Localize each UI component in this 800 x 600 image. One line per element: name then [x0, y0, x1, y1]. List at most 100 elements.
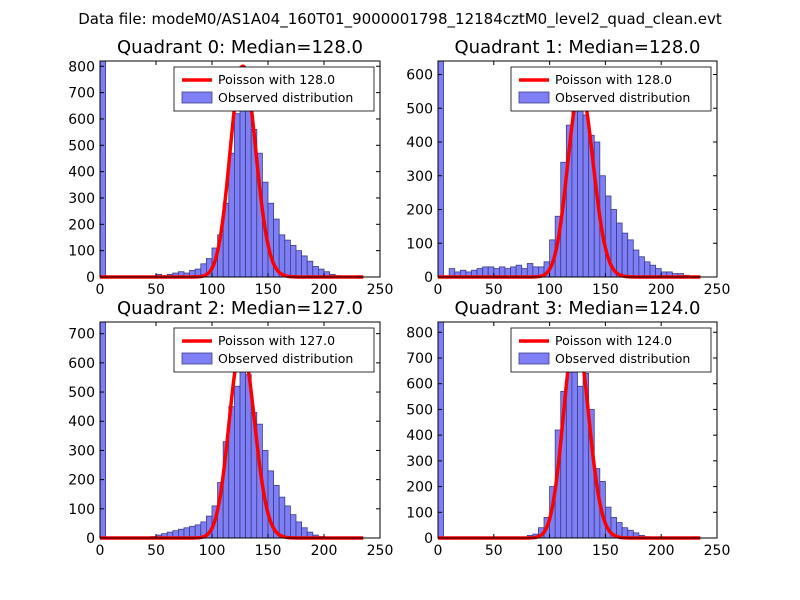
axes-frame	[437, 60, 718, 278]
x-tick-label: 200	[311, 282, 338, 298]
histogram-bar	[278, 234, 286, 278]
y-tick-label: 500	[406, 402, 433, 418]
histogram-bar	[577, 385, 584, 539]
x-tick-label: 50	[485, 543, 503, 559]
legend-label: Poisson with 124.0	[555, 333, 672, 348]
histogram-bar	[437, 321, 444, 539]
axes-frame	[99, 60, 381, 278]
y-tick-label: 600	[406, 377, 433, 393]
y-tick-label: 700	[68, 327, 95, 343]
histogram-bar	[233, 113, 241, 278]
histogram-bar	[627, 239, 634, 278]
x-tick-label: 150	[255, 543, 282, 559]
y-tick-label: 600	[68, 356, 95, 372]
y-tick-label: 600	[68, 112, 95, 128]
y-tick-label: 600	[406, 68, 433, 84]
histogram-bar	[233, 385, 241, 539]
y-tick-label: 100	[68, 244, 95, 260]
y-tick-label: 300	[68, 443, 95, 459]
histogram-bar	[284, 239, 291, 278]
x-tick-label: 100	[536, 282, 563, 298]
y-tick-label: 300	[68, 191, 95, 207]
x-tick-label: 150	[592, 282, 619, 298]
legend-label: Observed distribution	[555, 90, 690, 105]
y-tick-label: 0	[86, 270, 95, 286]
x-tick-label: 250	[367, 543, 394, 559]
y-tick-label: 800	[406, 325, 433, 341]
legend-bar-swatch	[518, 352, 550, 365]
histogram-bar	[295, 521, 302, 539]
histogram-bar	[306, 260, 314, 278]
y-tick-label: 400	[406, 428, 433, 444]
y-tick-label: 200	[68, 217, 95, 233]
y-tick-label: 200	[68, 473, 95, 489]
legend-box	[510, 66, 712, 112]
x-tick-label: 50	[485, 282, 503, 298]
y-tick-label: 300	[406, 169, 433, 185]
y-tick-label: 500	[68, 385, 95, 401]
histogram-bar	[515, 264, 523, 278]
histogram-bar	[99, 321, 106, 539]
plot-panel-2: 0 50 100 150 200 250 0 100 200 300 400 500 600 700 Qua…	[68, 298, 393, 559]
histogram-bar	[577, 87, 584, 278]
x-tick-label: 0	[434, 282, 443, 298]
histogram-bar	[295, 250, 302, 278]
x-tick-label: 200	[648, 282, 675, 298]
legend-bar-swatch	[181, 91, 213, 104]
histogram-bar	[621, 232, 629, 278]
histogram-bar	[649, 264, 657, 278]
x-tick-label: 100	[199, 282, 226, 298]
y-tick-label: 300	[406, 454, 433, 470]
y-tick-label: 400	[68, 414, 95, 430]
x-tick-label: 250	[367, 282, 394, 298]
legend-label: Observed distribution	[555, 351, 690, 366]
plot-panel-1: 0 50 100 150 200 250 0 100 200 300 400 500 600 Quadra…	[406, 37, 730, 298]
x-tick-label: 0	[96, 282, 105, 298]
y-tick-label: 100	[406, 236, 433, 252]
x-tick-label: 0	[434, 543, 443, 559]
histogram-bar	[289, 514, 297, 539]
legend-box	[173, 327, 375, 373]
histogram-bar	[571, 349, 578, 539]
legend-box	[173, 66, 375, 112]
histogram-bar	[526, 263, 534, 278]
histogram-bar	[582, 114, 590, 278]
y-tick-label: 500	[406, 101, 433, 117]
histogram-bar	[632, 249, 640, 278]
histogram-bar	[239, 344, 246, 539]
histogram-bar	[278, 496, 286, 539]
histogram-bar	[99, 60, 106, 278]
y-tick-label: 0	[86, 531, 95, 547]
y-tick-label: 400	[68, 165, 95, 181]
legend-label: Observed distribution	[218, 351, 353, 366]
x-tick-label: 50	[147, 282, 165, 298]
x-tick-label: 0	[96, 543, 105, 559]
x-tick-label: 150	[255, 282, 282, 298]
y-tick-label: 700	[406, 351, 433, 367]
y-tick-label: 100	[68, 502, 95, 518]
panel-title: Quadrant 2: Median=127.0	[117, 298, 363, 319]
histogram-bar	[245, 100, 252, 278]
y-tick-label: 100	[406, 505, 433, 521]
axes-frame	[437, 321, 718, 539]
plot-panel-3: 0 50 100 150 200 250 0 100 200 300 400 500 600 700 800…	[406, 298, 730, 559]
histogram-bar	[437, 60, 444, 278]
y-tick-label: 500	[68, 138, 95, 154]
x-tick-label: 50	[147, 543, 165, 559]
legend-label: Observed distribution	[218, 90, 353, 105]
histogram-bar	[289, 244, 297, 278]
legend-label: Poisson with 127.0	[218, 333, 335, 348]
panel-title: Quadrant 0: Median=128.0	[117, 37, 363, 58]
x-tick-label: 150	[592, 543, 619, 559]
legend-label: Poisson with 128.0	[555, 72, 672, 87]
histogram-bar	[644, 261, 651, 278]
x-tick-label: 250	[704, 282, 731, 298]
x-tick-label: 100	[199, 543, 226, 559]
y-tick-label: 200	[406, 203, 433, 219]
y-tick-label: 0	[424, 270, 433, 286]
legend-label: Poisson with 128.0	[218, 72, 335, 87]
plot-panel-0: 0 50 100 150 200 250 0 100 200 300 400 500 600 700 800…	[68, 37, 393, 298]
legend-bar-swatch	[181, 352, 213, 365]
panel-title: Quadrant 3: Median=124.0	[455, 298, 701, 319]
